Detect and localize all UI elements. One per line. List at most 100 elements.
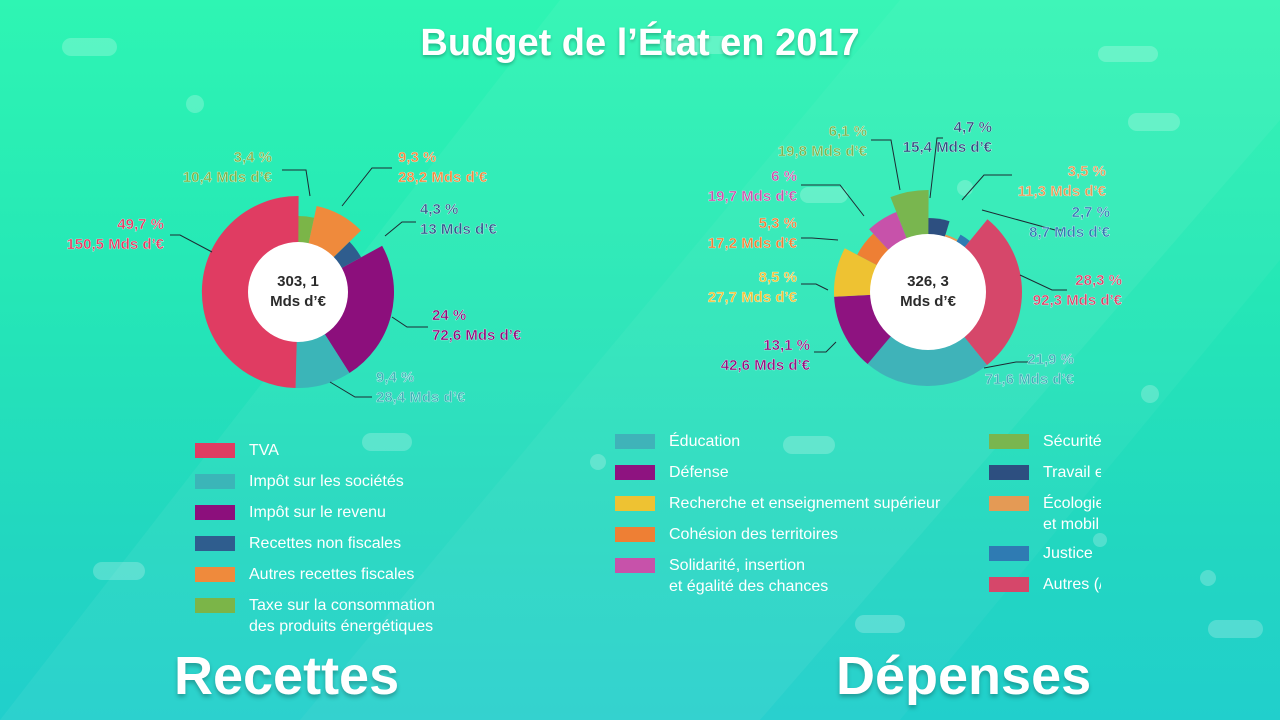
legend-item-travail: Travail e [989,462,1101,483]
legend-label: Justice [1043,545,1093,562]
legend-swatch [195,474,235,489]
legend-label: Recettes non fiscales [249,535,402,552]
donut-hole [248,242,348,342]
leader-line [801,283,829,291]
leader-line [961,174,1012,201]
slice-percent-label: 21,9 % [1027,351,1074,368]
legend-item-cohesion: Cohésion des territoires [615,524,975,545]
legend-label-line2: des produits énergétiques [249,618,434,635]
legend-item-tva: TVA [195,440,515,461]
slice-percent-label: 3,4 % [234,149,272,166]
legend-label: Défense [669,464,729,481]
legend-recettes: TVA Impôt sur les sociétés Impôt sur le re… [195,440,515,645]
legend-label: Écologie [1043,495,1101,512]
legend-swatch [615,496,655,511]
legend-swatch [989,577,1029,592]
legend-item-ir: Impôt sur le revenu [195,502,515,523]
legend-item-arf: Autres recettes fiscales [195,564,515,585]
legend-label-line2: et égalité des chances [669,578,829,595]
legend-label: Autres (/ [1043,576,1101,593]
page-title: Budget de l’État en 2017 [420,22,860,64]
legend-swatch [195,443,235,458]
legend-label: Recherche et enseignement supérieur [669,495,941,512]
slice-amount-label: 15,4 Mds d’€ [903,139,993,156]
legend-swatch [615,527,655,542]
legend-swatch [195,598,235,613]
slice-percent-label: 24 % [432,307,466,324]
slice-amount-label: 42,6 Mds d’€ [721,357,811,374]
legend-swatch [615,434,655,449]
legend-item-is: Impôt sur les sociétés [195,471,515,492]
legend-label: Cohésion des territoires [669,526,838,543]
legend-label: Autres recettes fiscales [249,566,415,583]
legend-item-ticpe: Taxe sur la consommation des produits éne… [195,595,515,637]
legend-depenses: Éducation Défense Recherche et enseignemen… [615,431,975,605]
legend-swatch [195,536,235,551]
recettes-heading: Recettes [174,646,400,706]
pie-recettes: 303, 1 Mds d’€ 3,4 % 10,4 Mds d’€ 9,3 % 28,2 … [66,149,522,406]
slice-percent-label: 49,7 % [117,216,164,233]
slice-amount-label: 92,3 Mds d’€ [1033,292,1123,309]
legend-label: Impôt sur les sociétés [249,473,404,490]
legend-label: Taxe sur la consommation [249,597,435,614]
leader-line [983,361,1029,369]
leader-line [929,137,943,199]
slice-percent-label: 9,3 % [398,149,436,166]
legend-label: Travail e [1043,464,1101,481]
pie-depenses: 326, 3 Mds d’€ 4,7 % 15,4 Mds d’€ 3,5 % 11,3 … [708,119,1123,388]
slice-amount-label: 71,6 Mds d’€ [985,371,1075,388]
leader-line [341,167,392,207]
legend-swatch [989,465,1029,480]
legend-item-rnf: Recettes non fiscales [195,533,515,554]
slice-amount-label: 28,4 Mds d’€ [376,389,466,406]
slice-amount-label: 19,7 Mds d’€ [708,188,798,205]
leader-line [1019,274,1067,291]
depenses-heading: Dépenses [836,646,1092,706]
legend-label: Solidarité, insertion [669,557,806,574]
legend-item-securite: Sécurité [989,431,1101,452]
legend-label: Éducation [669,433,741,450]
donut-hole [870,234,986,350]
legend-item-solidarite: Solidarité, insertion et égalité des chan… [615,555,975,597]
slice-amount-label: 10,4 Mds d’€ [183,169,273,186]
legend-depenses-cropped: Sécurité Travail e Écologie et mobil Justice… [989,431,1101,605]
legend-label: Sécurité [1043,433,1101,450]
total-label: 326, 3 [907,273,949,290]
slice-percent-label: 8,5 % [759,269,797,286]
slice-amount-label: 72,6 Mds d’€ [432,327,522,344]
leader-line [282,169,311,197]
legend-swatch [989,496,1029,511]
slice-amount-label: 17,2 Mds d’€ [708,235,798,252]
legend-swatch [195,567,235,582]
slice-percent-label: 6,1 % [829,123,867,140]
total-label: Mds d’€ [900,293,956,310]
slice-percent-label: 3,5 % [1068,163,1106,180]
slice-amount-label: 150,5 Mds d’€ [66,236,164,253]
leader-line [801,184,865,217]
legend-item-education: Éducation [615,431,975,452]
slice-amount-label: 27,7 Mds d’€ [708,289,798,306]
total-label: 303, 1 [277,273,319,290]
leader-line [384,221,416,237]
slice-percent-label: 13,1 % [763,337,810,354]
legend-label-line2: et mobil [1043,516,1100,533]
slice-percent-label: 28,3 % [1075,272,1122,289]
legend-item-ecologie: Écologie et mobil [989,493,1101,535]
pie-slice-ir [298,245,395,374]
legend-swatch [615,558,655,573]
slice-amount-label: 28,2 Mds d’€ [398,169,488,186]
leader-line [814,341,837,353]
legend-swatch [989,434,1029,449]
slice-percent-label: 6 % [771,168,797,185]
legend-item-justice: Justice [989,543,1101,564]
leader-line [801,237,839,241]
slice-amount-label: 11,3 Mds d’€ [1018,183,1107,200]
total-label: Mds d’€ [270,293,326,310]
legend-item-autres: Autres (/ [989,574,1101,595]
slice-percent-label: 4,7 % [954,119,992,136]
legend-label: TVA [249,442,279,459]
leader-line [871,139,901,191]
slice-percent-label: 5,3 % [759,215,797,232]
slice-amount-label: 19,8 Mds d’€ [778,143,868,160]
